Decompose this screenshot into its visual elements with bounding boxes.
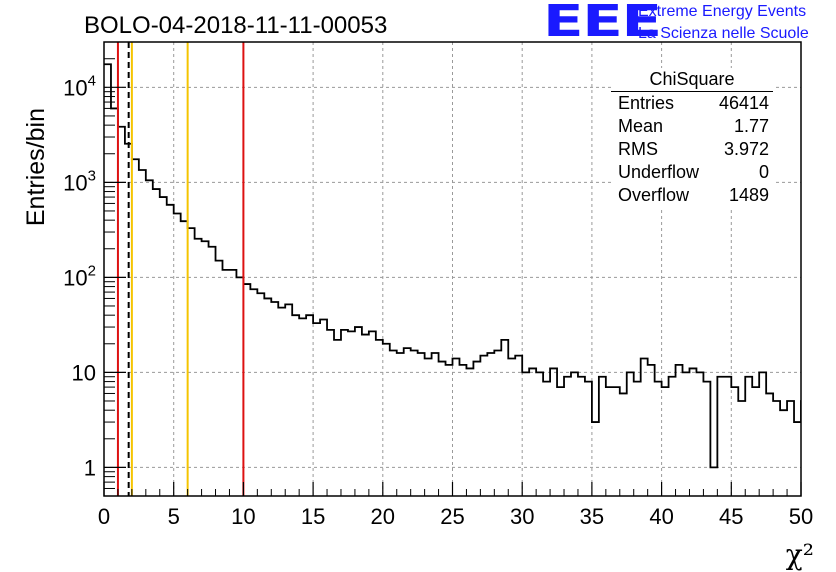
x-tick-label: 40 xyxy=(649,504,673,529)
stats-divider xyxy=(611,91,773,92)
stats-row-mean: Mean 1.77 xyxy=(618,115,769,138)
logo-line-2: La Scienza nelle Scuole xyxy=(638,25,809,42)
y-tick-label: 103 xyxy=(63,167,96,195)
stats-key: Mean xyxy=(618,116,664,136)
histogram-outline xyxy=(104,63,801,469)
x-tick-label: 30 xyxy=(510,504,534,529)
stats-row-overflow: Overflow 1489 xyxy=(618,184,769,207)
histogram-series xyxy=(104,63,801,469)
stats-row-rms: RMS 3.972 xyxy=(618,138,769,161)
eee-logo: EEE Extreme Energy Events La Scienza nel… xyxy=(543,0,833,47)
x-tick-label: 45 xyxy=(719,504,743,529)
logo-line-1: Extreme Energy Events xyxy=(638,3,807,20)
axis-ticks xyxy=(103,58,802,496)
stats-key: RMS xyxy=(618,139,658,159)
x-axis-label: χ² xyxy=(786,538,814,571)
reference-lines xyxy=(116,42,245,496)
x-tick-label: 25 xyxy=(440,504,464,529)
stats-value: 1489 xyxy=(728,185,769,205)
x-tick-label: 35 xyxy=(580,504,604,529)
stats-value: 1.77 xyxy=(733,116,769,136)
stats-value: 46414 xyxy=(718,93,769,113)
stats-box: ChiSquare Entries 46414 Mean 1.77 RMS 3.… xyxy=(611,68,773,210)
chart-title: BOLO-04-2018-11-11-00053 xyxy=(84,12,387,39)
x-tick-label: 10 xyxy=(231,504,255,529)
x-tick-label: 0 xyxy=(98,504,110,529)
stats-row-entries: Entries 46414 xyxy=(618,92,769,115)
stats-key: Overflow xyxy=(618,185,690,205)
y-tick-labels: 1 10 102 103 104 xyxy=(63,72,96,480)
stats-title: ChiSquare xyxy=(649,69,735,89)
x-tick-label: 15 xyxy=(301,504,325,529)
stats-value: 3.972 xyxy=(723,139,769,159)
y-axis-label: Entries/bin xyxy=(22,108,50,226)
stats-value: 0 xyxy=(758,162,769,182)
y-tick-label: 104 xyxy=(63,72,96,100)
x-tick-label: 20 xyxy=(371,504,395,529)
stats-key: Underflow xyxy=(618,162,700,182)
eee-logo-mark: EEE xyxy=(543,0,662,47)
y-tick-label: 1 xyxy=(84,455,96,480)
x-tick-label: 5 xyxy=(168,504,180,529)
y-tick-label: 102 xyxy=(63,262,96,290)
x-tick-labels: 0 5 10 15 20 25 30 35 40 45 50 xyxy=(98,504,813,529)
stats-row-underflow: Underflow 0 xyxy=(618,161,769,184)
y-tick-label: 10 xyxy=(72,360,96,385)
x-tick-label: 50 xyxy=(789,504,813,529)
stats-key: Entries xyxy=(618,93,675,113)
